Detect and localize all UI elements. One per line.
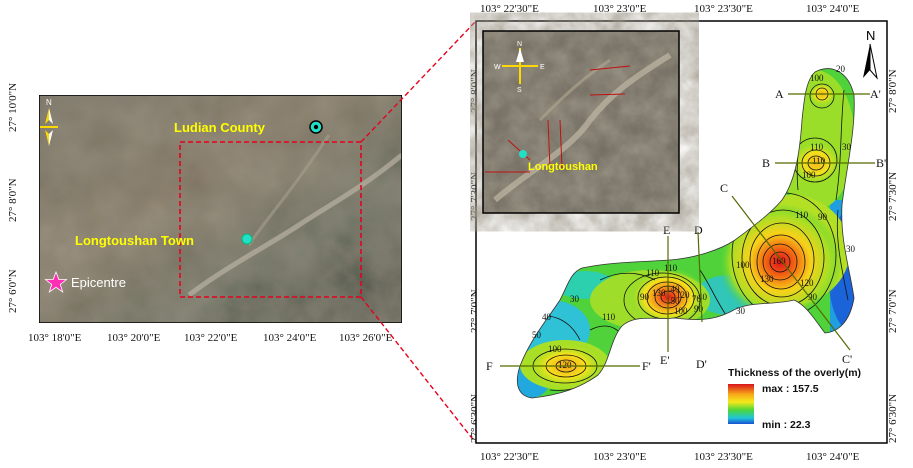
inset-longtoushan-marker [519,150,527,158]
contour-label: 90 [694,304,704,314]
right-top-x-tick-3: 103° 23'30"E [694,3,753,15]
contour-label: 140 [666,284,680,294]
epicentre-star-icon [44,270,68,294]
contour-label: 110 [646,268,660,278]
contour-label: 30 [570,294,580,304]
contour-label: 110 [812,156,826,166]
contour-label: 100 [548,344,562,354]
right-bottom-x-tick-3: 103° 23'30"E [694,451,753,463]
contour-label: 110 [795,210,809,220]
section-lines [500,93,875,367]
svg-text:W: W [494,64,501,71]
section-e-prime-label: E' [660,353,670,367]
right-top-x-tick-2: 103° 23'0"E [593,3,647,15]
contour-label: 110 [602,312,616,322]
contour-label: 100 [736,260,750,270]
right-top-x-tick-1: 103° 22'30"E [480,3,539,15]
section-b-label: B [762,156,770,170]
svg-text:N: N [517,41,522,48]
right-top-x-tick-4: 103° 24'0"E [806,3,860,15]
contour-label: 150 [666,296,680,306]
longtoushan-town-marker [241,233,253,245]
thickness-boundary [516,68,855,399]
left-x-tick-1: 103° 18'0"E [28,332,82,344]
svg-text:E: E [540,64,545,71]
legend-color-ramp [728,384,754,424]
contour-label: 40 [542,312,552,322]
left-x-tick-3: 103° 22'0"E [184,332,238,344]
contour-label: 100 [674,306,688,316]
contour-label: 120 [558,360,572,370]
contour-label: 110 [664,263,678,273]
contour-label: 20 [836,64,846,74]
left-map-panel: Ludian County Longtoushan Town Epicentre… [0,0,420,468]
contour-label: 120 [800,278,814,288]
epicentre-label: Epicentre [71,275,126,290]
contour-label: 160 [772,256,786,266]
section-c-prime-label: C' [842,352,852,366]
left-x-tick-4: 103° 24'0"E [263,332,317,344]
contour-label: 90 [818,212,828,222]
right-bottom-x-tick-1: 103° 22'30"E [480,451,539,463]
section-a-prime-label: A' [870,87,881,101]
north-arrow-icon-left: N [40,98,58,146]
inset-compass-icon: N S E W [494,41,545,94]
section-c-label: C [720,181,728,195]
contour-label: 120 [676,290,690,300]
contour-label: 90 [808,292,818,302]
svg-text:S: S [517,87,522,94]
left-x-tick-2: 103° 20'0"E [107,332,161,344]
contour-label: 50 [532,330,542,340]
svg-text:N: N [866,28,875,43]
svg-text:N: N [46,98,52,107]
contour-label: 70 [692,294,702,304]
ludian-county-marker-dot [313,124,319,130]
section-d-label: D [694,223,703,237]
contour-label: 100 [802,170,816,180]
section-e-label: E [663,223,670,237]
left-x-tick-5: 103° 26'0"E [339,332,393,344]
legend-max-label: max : 157.5 [762,383,819,395]
contour-label: 30 [842,142,852,152]
ludian-county-label: Ludian County [174,120,266,135]
section-f-label: F [486,359,493,373]
contour-label: 30 [846,244,856,254]
thickness-map: 100 20 110 110 30 100 90 100 110 120 90 … [475,20,888,444]
contour-label: 30 [736,306,746,316]
contour-label: 40 [698,292,708,302]
contour-label: 110 [810,142,824,152]
longtoushan-town-label: Longtoushan Town [75,233,194,248]
section-b-prime-label: B' [876,156,886,170]
contour-label: 130 [760,274,774,284]
left-map-overlay: Ludian County Longtoushan Town Epicentre… [40,98,323,294]
inset-longtoushan-label: Longtoushan [528,161,598,173]
contour-label: 100 [810,73,824,83]
inset-satellite-map: Longtoushan N S E W [482,30,680,214]
left-map-image [39,95,402,323]
legend-min-label: min : 22.3 [762,419,811,431]
contour-label: 130 [652,288,666,298]
study-area-box [179,141,362,298]
north-arrow-icon-right: N [863,28,878,80]
section-f-prime-label: F' [642,359,651,373]
right-map-panel: 103° 22'30"E 103° 23'0"E 103° 23'30"E 10… [469,0,913,468]
section-a-label: A [775,87,784,101]
contour-label: 90 [640,292,650,302]
legend-title: Thickness of the overly(m) [728,367,861,379]
right-bottom-x-tick-4: 103° 24'0"E [806,451,860,463]
section-d-prime-label: D' [696,357,707,371]
right-bottom-x-tick-2: 103° 23'0"E [593,451,647,463]
